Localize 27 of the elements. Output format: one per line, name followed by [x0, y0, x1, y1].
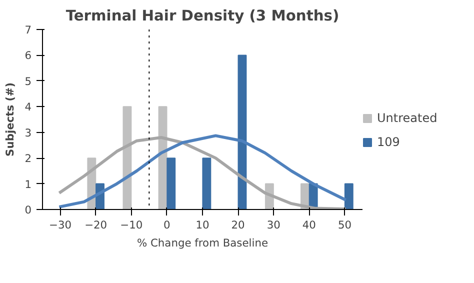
- y-tick-label: 6: [24, 49, 32, 62]
- x-tick-label: −30: [49, 218, 72, 232]
- y-tick-label: 4: [24, 100, 32, 114]
- y-tick-label: 0: [24, 204, 32, 216]
- y-axis-title: Subjects (#): [4, 82, 17, 156]
- x-tick-label: 30: [266, 218, 281, 232]
- bar: [122, 106, 132, 210]
- x-tick-label: 50: [338, 218, 352, 232]
- x-tick-label: 10: [196, 218, 210, 232]
- y-tick-label: 2: [24, 152, 32, 166]
- legend-label: Untreated: [377, 111, 438, 125]
- x-axis-title: % Change from Baseline: [136, 236, 268, 250]
- bar: [238, 54, 247, 210]
- x-tick-label: 0: [164, 218, 171, 232]
- y-tick-label: 1: [24, 178, 32, 191]
- chart-title: Terminal Hair Density (3 Months): [66, 8, 340, 24]
- bar: [166, 158, 176, 210]
- legend-label: 109: [377, 135, 400, 149]
- y-tick-label: 3: [24, 126, 32, 140]
- x-tick-label: −20: [84, 218, 108, 232]
- y-tick-label: 5: [24, 74, 32, 88]
- x-tick-label: −10: [120, 218, 143, 232]
- x-tick-label: 40: [302, 218, 316, 232]
- bar: [344, 183, 354, 210]
- x-tick-label: 20: [231, 218, 246, 232]
- bar: [202, 158, 212, 210]
- y-tick-label: 7: [24, 24, 32, 36]
